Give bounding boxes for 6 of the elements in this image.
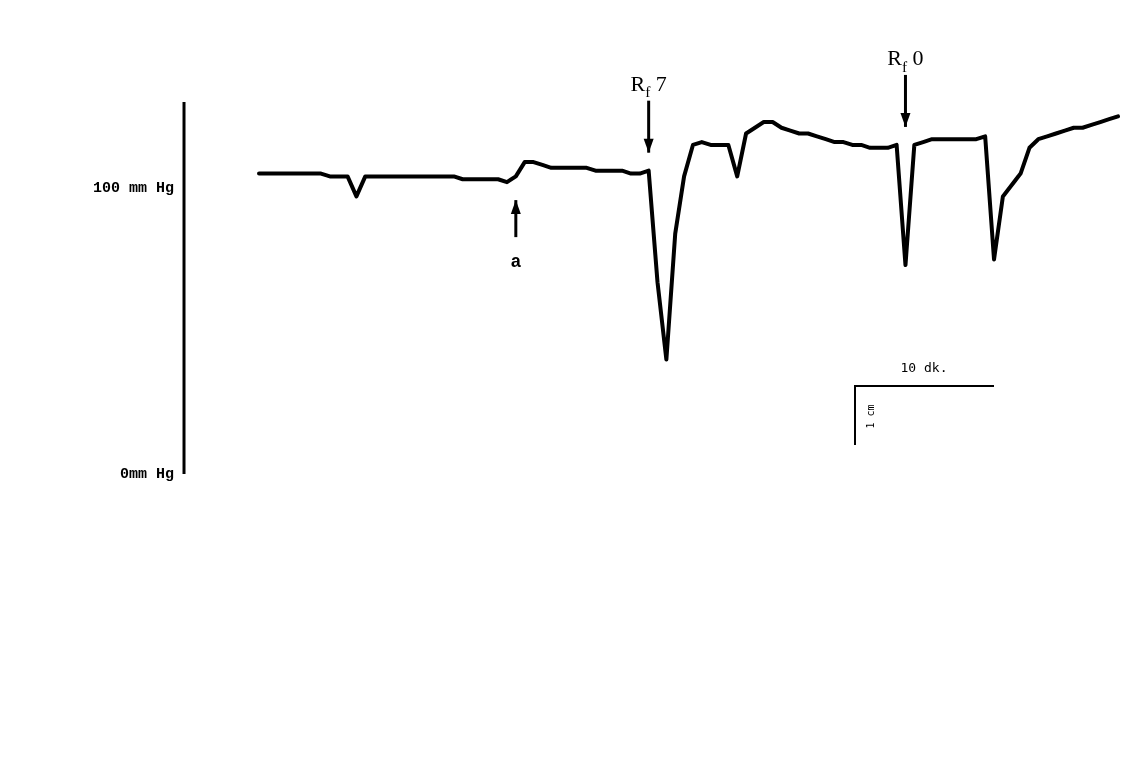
annotation: 1 cm — [864, 404, 876, 429]
annotation: 10 dk. — [899, 360, 949, 375]
time-scale-ruler: 10 dk. 1 cm — [854, 360, 994, 445]
y-tick-label: 100 mm Hg — [93, 179, 175, 197]
annotation: a — [510, 251, 522, 272]
y-tick-label: 0mm Hg — [120, 465, 175, 483]
